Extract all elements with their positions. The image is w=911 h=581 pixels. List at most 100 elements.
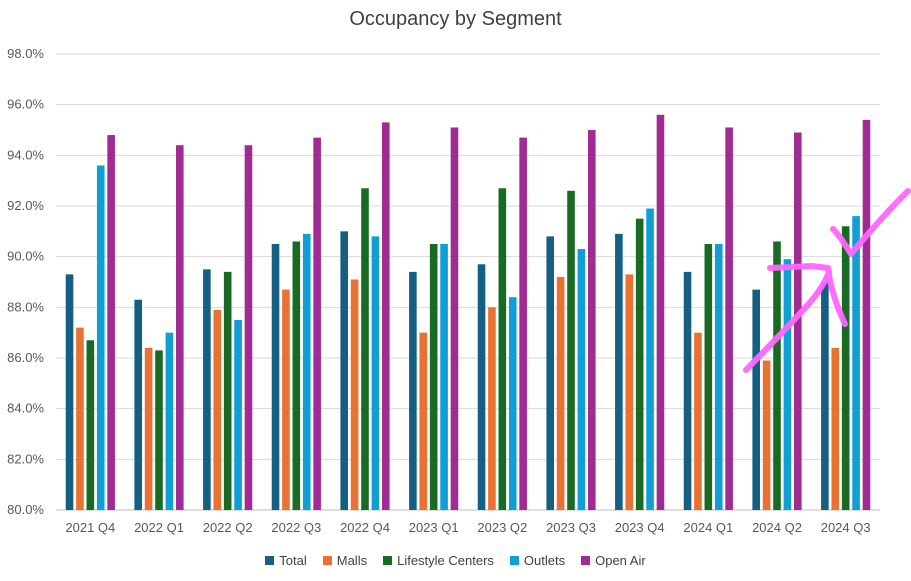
bar-outlets [577,249,586,511]
bar-malls [831,347,840,510]
legend-label: Malls [336,553,368,568]
bar-lifestyle-centers [635,218,644,510]
y-tick-label: 80.0% [7,502,44,517]
bar-outlets [783,259,792,510]
x-tick-label: 2022 Q2 [203,520,253,535]
legend-item: Open Air [581,553,646,568]
bar-lifestyle-centers [704,244,713,510]
bar-open-air [450,127,459,510]
legend-swatch [265,556,275,565]
bar-lifestyle-centers [86,340,95,510]
annotation-arrowhead [767,263,848,327]
bar-malls [488,307,496,510]
annotation-arrow-check [743,188,911,373]
bar-lifestyle-centers [155,350,163,510]
bar-total [271,244,280,510]
bar-open-air [107,135,115,511]
bar-malls [556,276,565,510]
bar-open-air [794,132,802,511]
bar-outlets [508,297,517,510]
bar-lifestyle-centers [567,190,575,511]
x-tick-label: 2024 Q3 [821,520,871,535]
bar-open-air [588,130,596,510]
bar-malls [144,347,153,510]
y-tick-label: 86.0% [7,350,44,365]
x-tick-label: 2023 Q4 [615,520,665,535]
legend-label: Total [279,553,307,568]
bar-open-air [862,119,871,510]
bar-malls [762,360,771,510]
bar-outlets [165,332,174,510]
bar-malls [694,332,702,510]
bar-total [134,299,142,510]
y-tick-label: 96.0% [7,97,44,112]
legend-item: Malls [322,553,368,568]
legend-item: Outlets [509,553,566,568]
bar-outlets [440,244,448,510]
y-tick-label: 92.0% [7,198,44,213]
bar-total [752,289,760,510]
bar-lifestyle-centers [429,244,438,510]
y-tick-label: 84.0% [7,401,44,416]
legend-item: Total [265,553,307,568]
bar-open-air [382,122,390,511]
legend-swatch [383,556,393,565]
chart-title: Occupancy by Segment [349,8,562,30]
annotation-checkmark [830,188,911,257]
bar-outlets [646,208,654,511]
bar-lifestyle-centers [841,226,850,510]
bar-outlets [852,216,860,510]
bar-total [203,269,211,510]
bar-malls [76,327,84,510]
legend-swatch [509,556,519,565]
bar-total [65,274,74,510]
bar-malls [625,274,634,510]
bar-malls [419,332,428,510]
legend-label: Outlets [523,553,566,568]
annotation-arrow-shaft [743,269,832,373]
y-tick-label: 90.0% [7,249,44,264]
bar-open-air [519,137,527,510]
bar-outlets [714,244,723,510]
bar-total [340,231,348,511]
bar-outlets [371,236,380,510]
legend-label: Lifestyle Centers [397,553,494,568]
x-tick-label: 2022 Q1 [134,520,184,535]
bar-lifestyle-centers [223,271,232,510]
x-tick-label: 2022 Q3 [271,520,321,535]
bar-lifestyle-centers [292,241,301,510]
bar-lifestyle-centers [498,188,507,510]
bar-total [409,271,417,510]
y-tick-label: 94.0% [7,147,44,162]
bar-open-air [725,127,733,510]
bar-malls [282,289,290,510]
x-tick-label: 2023 Q1 [409,520,459,535]
bar-outlets [96,165,105,510]
bar-total [546,236,554,510]
bar-total [821,282,829,510]
bar-outlets [234,320,242,510]
bar-lifestyle-centers [773,241,781,510]
y-tick-label: 98.0% [7,46,44,61]
x-tick-label: 2023 Q3 [546,520,596,535]
legend-item: Lifestyle Centers [383,553,494,568]
bar-open-air [313,137,321,510]
legend-swatch [581,556,591,565]
chart-legend: Total Malls Lifestyle Centers Outlets Open A… [0,553,911,568]
bar-total [615,233,623,510]
legend-swatch [322,556,332,565]
bar-total [477,264,486,510]
bar-open-air [176,145,184,510]
bar-open-air [244,145,253,510]
legend-label: Open Air [595,553,646,568]
x-tick-label: 2024 Q1 [683,520,733,535]
bar-open-air [656,114,665,511]
bar-malls [213,309,222,510]
x-tick-label: 2021 Q4 [65,520,115,535]
x-tick-label: 2022 Q4 [340,520,390,535]
bar-total [683,271,692,510]
bar-outlets [302,233,311,510]
x-tick-label: 2024 Q2 [752,520,802,535]
